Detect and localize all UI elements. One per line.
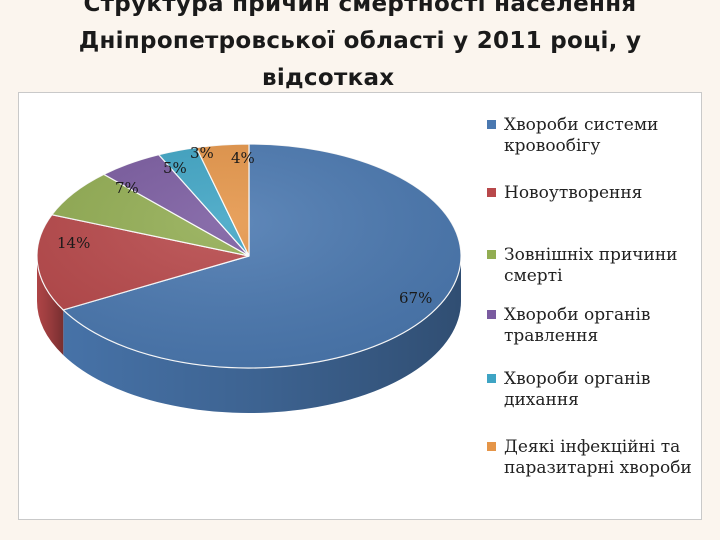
- legend-swatch: [487, 188, 496, 197]
- legend-swatch: [487, 310, 496, 319]
- legend-swatch: [487, 250, 496, 259]
- legend-swatch: [487, 442, 496, 451]
- chart-title: Структура причин смертності населення Дн…: [0, 0, 720, 97]
- pie-chart: 67% 14% 7% 5%3% 4%: [36, 143, 462, 414]
- data-label-respiratory: 3%: [190, 144, 214, 162]
- legend-label-line: кровообігу: [504, 136, 601, 156]
- legend-label-line: Зовнішніх причини: [504, 245, 678, 265]
- legend-swatch: [487, 120, 496, 129]
- pie-data-labels: 67% 14% 7% 5%3% 4%: [57, 144, 432, 307]
- legend-label-line: смерті: [504, 266, 563, 286]
- legend-label-line: Хвороби органів: [504, 305, 651, 325]
- pie-side-shade: [37, 256, 64, 355]
- pie-slices: [36, 143, 462, 369]
- data-label-circulatory: 67%: [399, 289, 432, 307]
- data-label-external: 7%: [115, 179, 139, 197]
- legend-swatch: [487, 374, 496, 383]
- pie-sides: [37, 256, 461, 414]
- data-label-neoplasms: 14%: [57, 234, 90, 252]
- data-label-digestive: 5%: [163, 159, 187, 177]
- legend-label-line: травлення: [504, 326, 599, 346]
- legend-label-line: дихання: [504, 390, 579, 410]
- legend-label-line: Деякі інфекційні та: [504, 437, 681, 457]
- pie-top-shading: [37, 144, 461, 368]
- legend-label-line: Хвороби системи: [504, 115, 659, 135]
- data-label-infectious: 4%: [231, 149, 255, 167]
- pie-side-shade: [63, 256, 461, 414]
- chart-area: 67% 14% 7% 5% 3% 4% Хвороби системи кровообіг…: [18, 92, 702, 520]
- legend-label-line: Новоутворення: [504, 183, 643, 203]
- chart-title-line-3: відсотках: [262, 65, 395, 91]
- chart-title-line-1: Структура причин смертності населення: [83, 0, 637, 17]
- chart-title-line-2: Дніпропетровської області у 2011 році, у: [78, 28, 642, 54]
- legend-label-line: Хвороби органів: [504, 369, 651, 389]
- legend-label-line: паразитарні хвороби: [504, 458, 692, 478]
